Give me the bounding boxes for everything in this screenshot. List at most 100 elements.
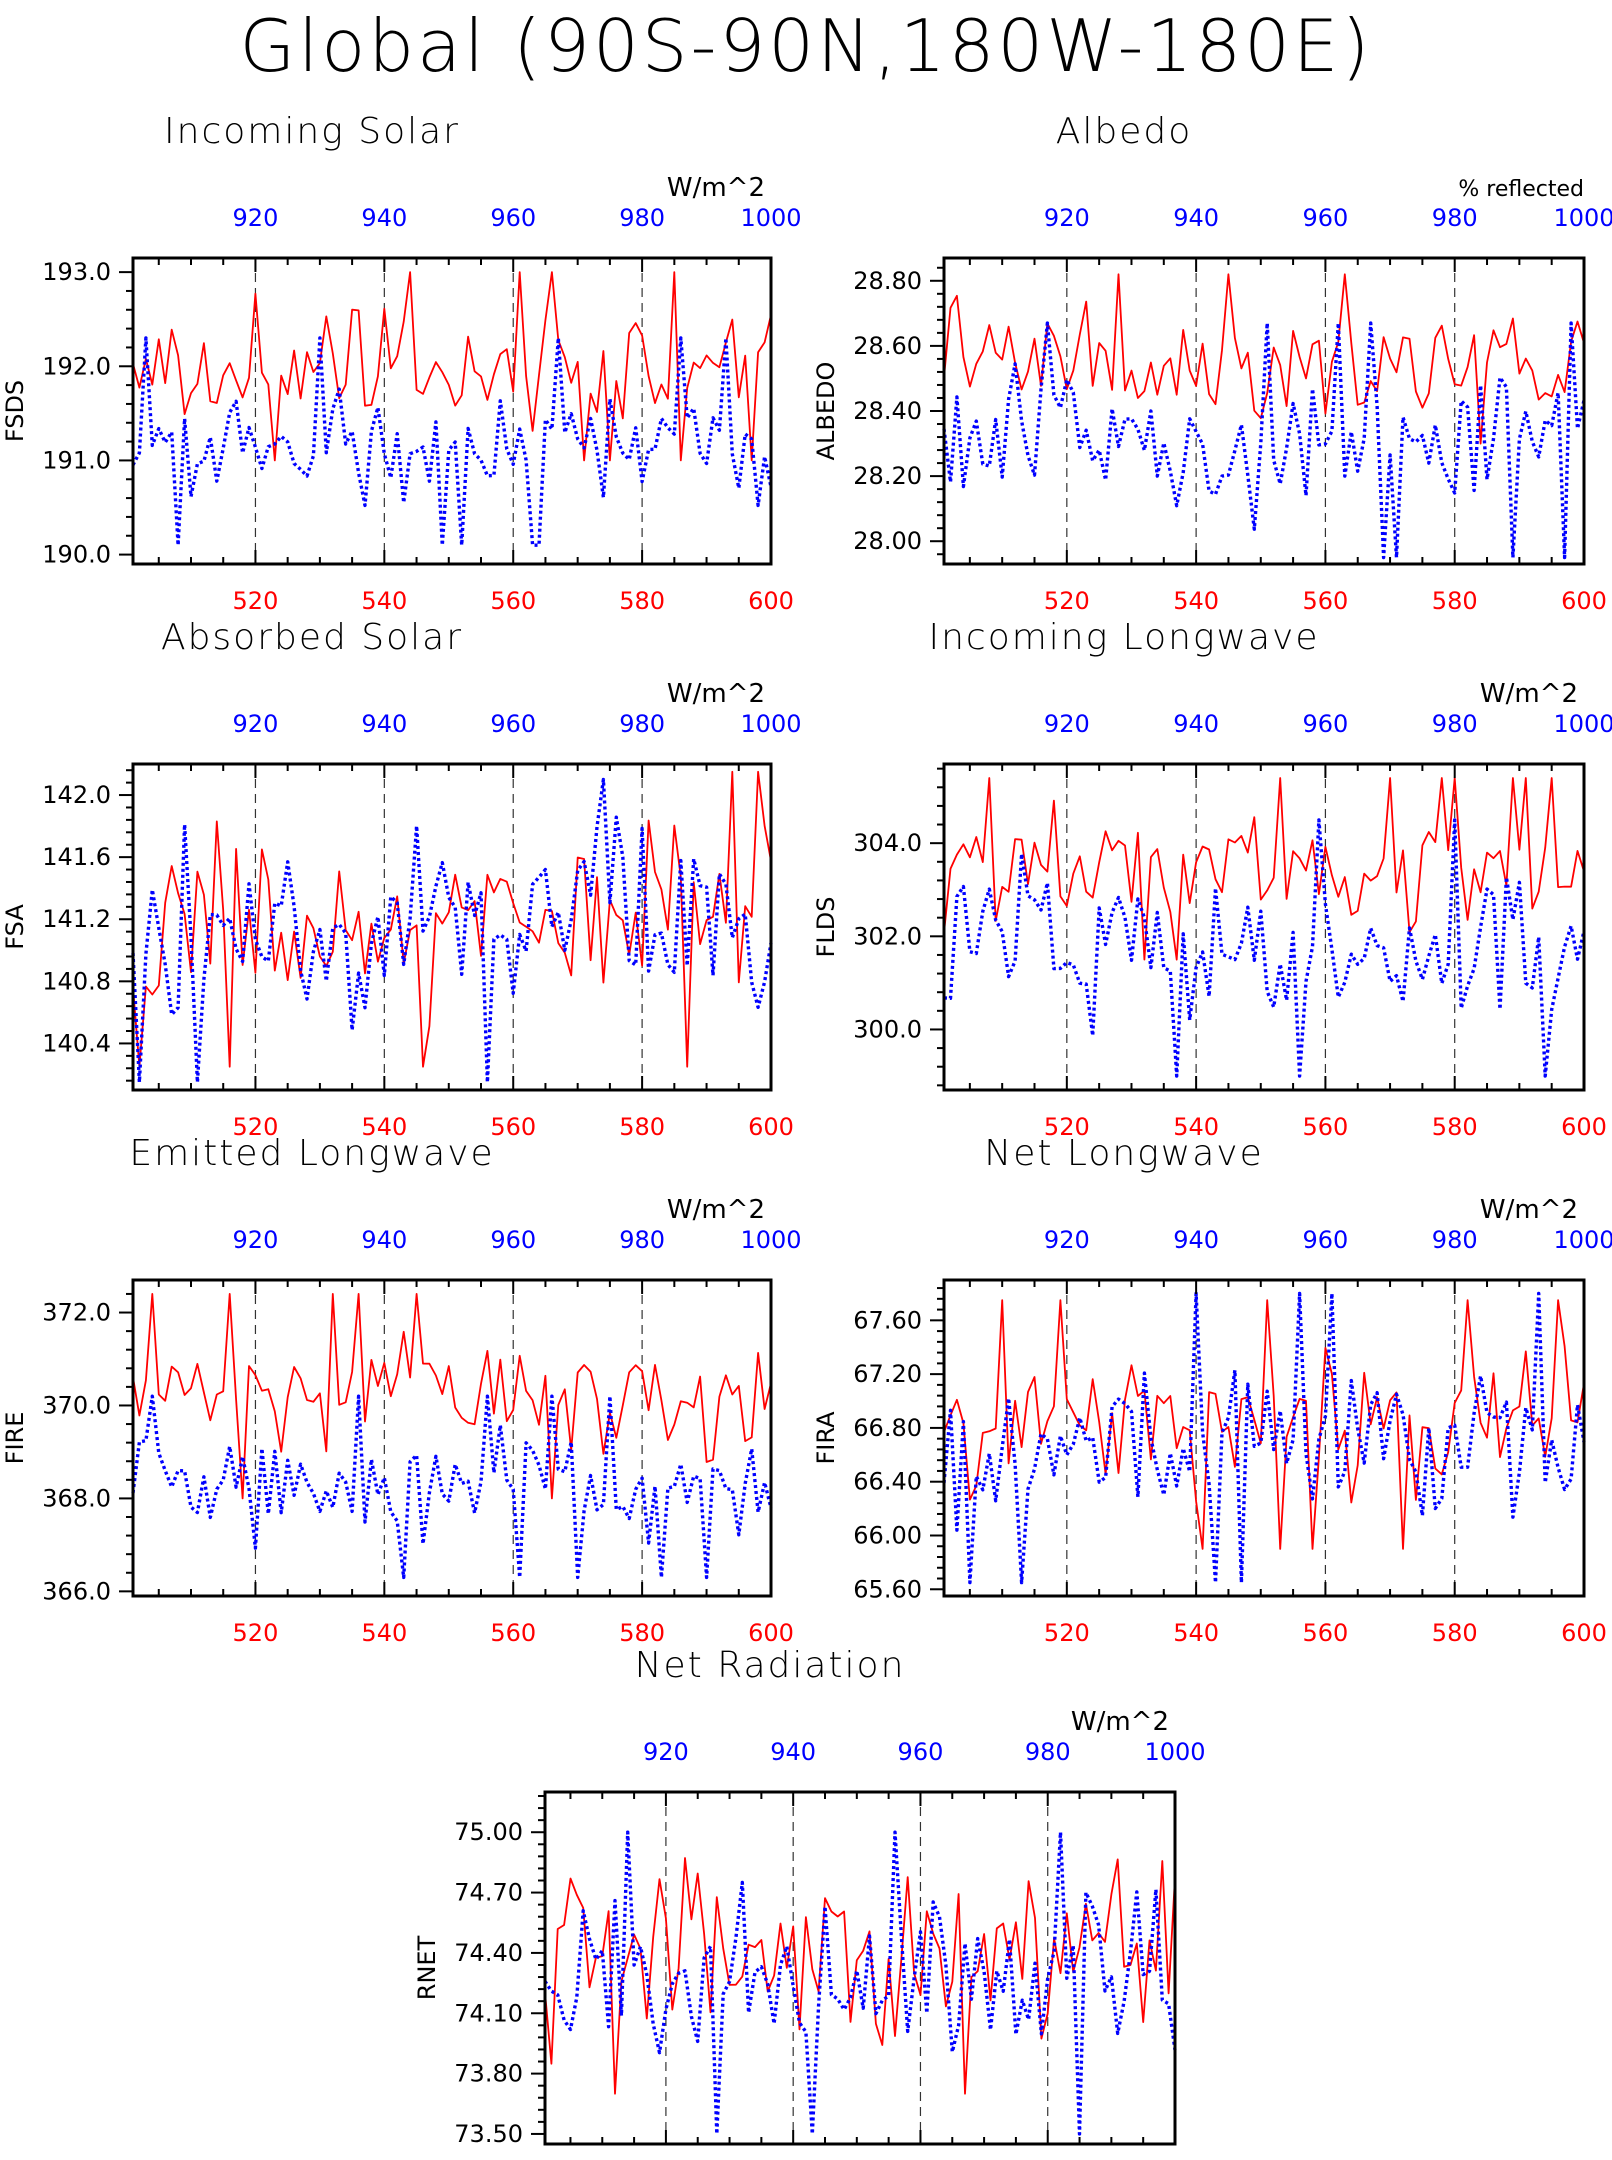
y-tick-label: 366.0 [42,1577,111,1605]
x-tick-label-top: 1000 [1553,1226,1612,1254]
x-tick-label-bottom: 520 [233,1619,279,1647]
x-tick-label-bottom: 580 [1432,1619,1478,1647]
y-axis-label: RNET [413,1935,441,2000]
y-tick-label: 190.0 [42,541,111,569]
y-axis-label: FLDS [812,897,840,958]
y-tick-label: 66.40 [853,1468,922,1496]
y-tick-label: 74.10 [454,1999,523,2027]
y-tick-label: 302.0 [853,922,922,950]
x-tick-label-bottom: 560 [1303,587,1349,615]
y-tick-label: 192.0 [42,352,111,380]
x-tick-label-top: 940 [1173,1226,1219,1254]
x-tick-label-bottom: 600 [1561,1619,1607,1647]
x-tick-label-bottom: 540 [361,1619,407,1647]
chart-panel-7: Net RadiationW/m^2RNET520540560580600920… [413,1645,1206,2148]
x-tick-label-bottom: 540 [1173,587,1219,615]
y-tick-label: 28.20 [853,462,922,490]
x-tick-label-bottom: 580 [619,1619,665,1647]
y-tick-label: 67.60 [853,1306,922,1334]
y-tick-label: 28.40 [853,397,922,425]
x-tick-label-top: 980 [1025,1738,1071,1766]
x-tick-label-top: 920 [643,1738,689,1766]
series-line-bottom-axis [544,1857,1176,2095]
x-tick-label-top: 960 [490,1226,536,1254]
x-tick-label-top: 920 [1044,1226,1090,1254]
x-tick-label-bottom: 520 [1044,1113,1090,1141]
x-tick-label-bottom: 580 [1432,587,1478,615]
x-tick-label-top: 940 [361,204,407,232]
series-line-bottom-axis [132,770,772,1068]
y-tick-label: 300.0 [853,1015,922,1043]
y-tick-label: 66.80 [853,1414,922,1442]
x-tick-label-bottom: 560 [490,1113,536,1141]
x-tick-label-bottom: 540 [361,587,407,615]
x-tick-label-bottom: 520 [1044,1619,1090,1647]
x-tick-label-top: 940 [1173,204,1219,232]
x-tick-label-top: 960 [490,204,536,232]
y-tick-label: 193.0 [42,258,111,286]
series-line-top-axis [942,1291,1586,1585]
x-tick-label-top: 940 [770,1738,816,1766]
units-label: W/m^2 [1480,679,1578,709]
x-tick-label-top: 960 [1303,1226,1349,1254]
units-label: W/m^2 [1480,1195,1578,1225]
plot-frame [131,1278,773,1598]
x-tick-label-top: 960 [490,710,536,738]
series-line-bottom-axis [943,1299,1585,1550]
y-tick-label: 140.4 [42,1029,111,1057]
x-tick-label-bottom: 600 [748,1113,794,1141]
page-title: Global (90S-90N,180W-180E) [239,4,1373,88]
x-tick-label-top: 980 [1432,1226,1478,1254]
y-axis-label: FIRA [812,1411,840,1465]
y-tick-label: 28.80 [853,267,922,295]
x-tick-label-top: 1000 [1553,710,1612,738]
x-tick-label-top: 940 [1173,710,1219,738]
y-axis-label: FIRE [1,1412,29,1465]
x-tick-label-top: 920 [1044,710,1090,738]
series-line-top-axis [131,336,773,547]
y-tick-label: 73.50 [454,2120,523,2148]
x-tick-label-bottom: 520 [233,1113,279,1141]
x-tick-label-top: 960 [898,1738,944,1766]
y-tick-label: 372.0 [42,1299,111,1327]
plot-frame [131,762,773,1092]
units-label: W/m^2 [667,173,765,203]
chart-title: Emitted Longwave [129,1133,494,1174]
x-tick-label-top: 980 [1432,204,1478,232]
x-tick-label-bottom: 520 [1044,587,1090,615]
chart-title: Incoming Longwave [928,617,1319,658]
chart-title: Incoming Solar [164,111,460,152]
chart-panel-3: Absorbed Solar W/m^2 FSA 520 540 560 580 600 920… [1,617,802,1141]
x-tick-label-top: 920 [233,710,279,738]
chart-title: Albedo [1056,111,1193,152]
x-tick-label-top: 980 [619,204,665,232]
y-tick-label: 66.00 [853,1521,922,1549]
x-tick-label-bottom: 580 [619,587,665,615]
y-tick-label: 67.20 [853,1360,922,1388]
series-line-top-axis [543,1830,1177,2136]
y-tick-label: 65.60 [853,1575,922,1603]
x-tick-label-top: 920 [1044,204,1090,232]
units-label: W/m^2 [667,1195,765,1225]
series-line-bottom-axis [132,1293,772,1500]
x-tick-label-bottom: 520 [233,587,279,615]
chart-panel-6: Net Longwave W/m^2 FIRA 520 540 560 580 600 920 9… [812,1133,1612,1647]
y-tick-label: 304.0 [853,829,922,857]
chart-panel-5: Emitted Longwave W/m^2 FIRE 520 540 560 580 600… [1,1133,802,1647]
x-tick-label-bottom: 600 [1561,587,1607,615]
y-axis-label: FSA [1,904,29,950]
x-tick-label-bottom: 580 [619,1113,665,1141]
x-tick-label-top: 980 [619,1226,665,1254]
x-tick-label-top: 940 [361,1226,407,1254]
x-tick-label-bottom: 540 [1173,1619,1219,1647]
plot-frame [543,1790,1177,2146]
y-tick-label: 74.40 [454,1939,523,1967]
y-tick-label: 28.60 [853,332,922,360]
y-tick-label: 370.0 [42,1391,111,1419]
chart-title: Net Radiation [635,1645,906,1686]
y-tick-label: 75.00 [454,1818,523,1846]
x-tick-label-top: 960 [1303,204,1349,232]
x-tick-label-bottom: 600 [1561,1113,1607,1141]
y-tick-label: 74.70 [454,1879,523,1907]
x-tick-label-top: 1000 [1553,204,1612,232]
